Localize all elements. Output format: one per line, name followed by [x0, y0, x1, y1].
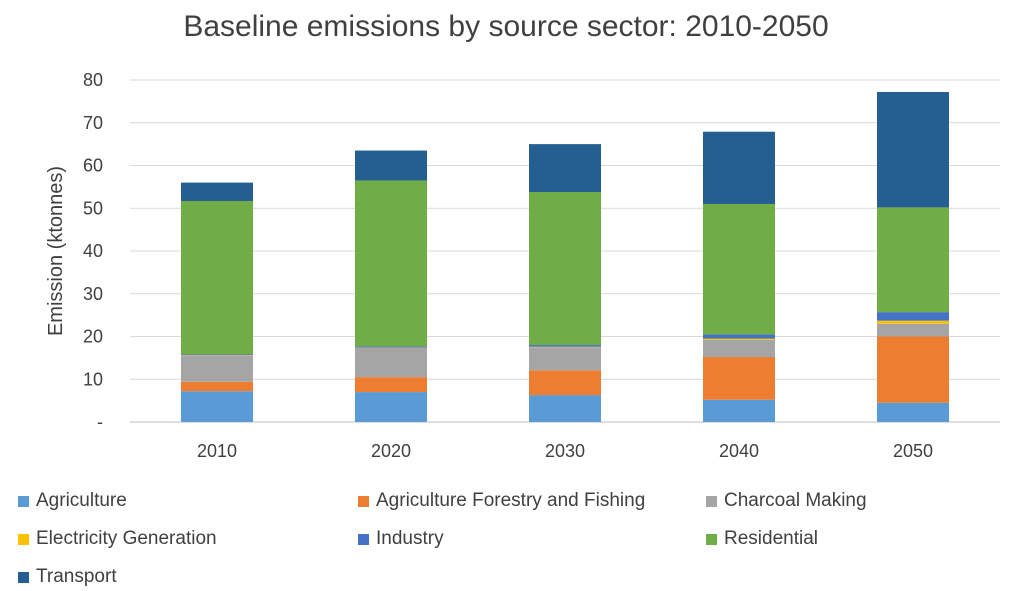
- legend-swatch: [18, 571, 29, 583]
- bar-segment: [529, 144, 601, 193]
- bar-segment: [181, 381, 253, 392]
- bar-segment: [703, 131, 775, 204]
- bar-segment: [703, 339, 775, 358]
- legend-item: Industry: [358, 528, 444, 550]
- bar-segment: [181, 200, 253, 355]
- legend-swatch: [18, 533, 29, 545]
- bar-segment: [877, 336, 949, 403]
- bar-segment: [181, 354, 253, 355]
- y-tick-label: 10: [83, 369, 103, 389]
- legend-label: Agriculture Forestry and Fishing: [376, 490, 646, 511]
- y-tick-label: -: [97, 412, 103, 432]
- x-tick-label: 2030: [545, 441, 585, 461]
- legend-label: Industry: [376, 528, 444, 549]
- bar-segment: [877, 402, 949, 422]
- legend-label: Agriculture: [36, 490, 127, 511]
- legend-label: Residential: [724, 528, 818, 549]
- bar-segment: [529, 370, 601, 396]
- bar-segment: [703, 334, 775, 339]
- y-tick-label: 20: [83, 327, 103, 347]
- bar-segment: [877, 91, 949, 208]
- bar-segment: [877, 323, 949, 337]
- bar-segment: [529, 395, 601, 422]
- legend-label: Electricity Generation: [36, 528, 217, 549]
- bar-segment: [529, 192, 601, 346]
- bar-segment: [355, 150, 427, 181]
- legend-swatch: [358, 533, 369, 545]
- legend-swatch: [706, 495, 717, 507]
- bar-segment: [703, 338, 775, 340]
- bar-segment: [703, 357, 775, 400]
- legend-item: Residential: [706, 528, 818, 550]
- y-tick-label: 40: [83, 241, 103, 261]
- x-tick-label: 2050: [893, 441, 933, 461]
- y-tick-label: 50: [83, 198, 103, 218]
- legend-swatch: [358, 495, 369, 507]
- x-tick-label: 2010: [197, 441, 237, 461]
- x-tick-label: 2020: [371, 441, 411, 461]
- y-axis-label: Emission (ktonnes): [45, 166, 67, 336]
- bar-segment: [877, 207, 949, 313]
- bar-segment: [355, 346, 427, 348]
- legend-item: Transport: [18, 566, 117, 588]
- legend-item: Agriculture: [18, 490, 127, 512]
- bar-segment: [703, 399, 775, 422]
- legend-item: Electricity Generation: [18, 528, 217, 550]
- legend-label: Transport: [36, 566, 117, 587]
- bar-segment: [181, 391, 253, 422]
- x-tick-label: 2040: [719, 441, 759, 461]
- legend-item: Charcoal Making: [706, 490, 867, 512]
- bar-segment: [703, 203, 775, 335]
- bar-segment: [877, 320, 949, 324]
- legend-swatch: [18, 495, 29, 507]
- legend-label: Charcoal Making: [724, 490, 867, 511]
- chart-title: Baseline emissions by source sector: 201…: [183, 10, 829, 43]
- bar-segment: [181, 182, 253, 201]
- y-tick-label: 70: [83, 113, 103, 133]
- bar-segment: [355, 180, 427, 347]
- bar-segment: [355, 392, 427, 422]
- legend-swatch: [706, 533, 717, 545]
- y-tick-label: 30: [83, 284, 103, 304]
- bar-segment: [877, 312, 949, 321]
- bar-segment: [355, 348, 427, 378]
- y-tick-label: 80: [83, 70, 103, 90]
- bar-segment: [529, 347, 601, 371]
- legend-item: Agriculture Forestry and Fishing: [358, 490, 645, 512]
- y-tick-label: 60: [83, 156, 103, 176]
- bar-segment: [181, 355, 253, 382]
- bar-segment: [529, 345, 601, 347]
- bar-segment: [355, 377, 427, 393]
